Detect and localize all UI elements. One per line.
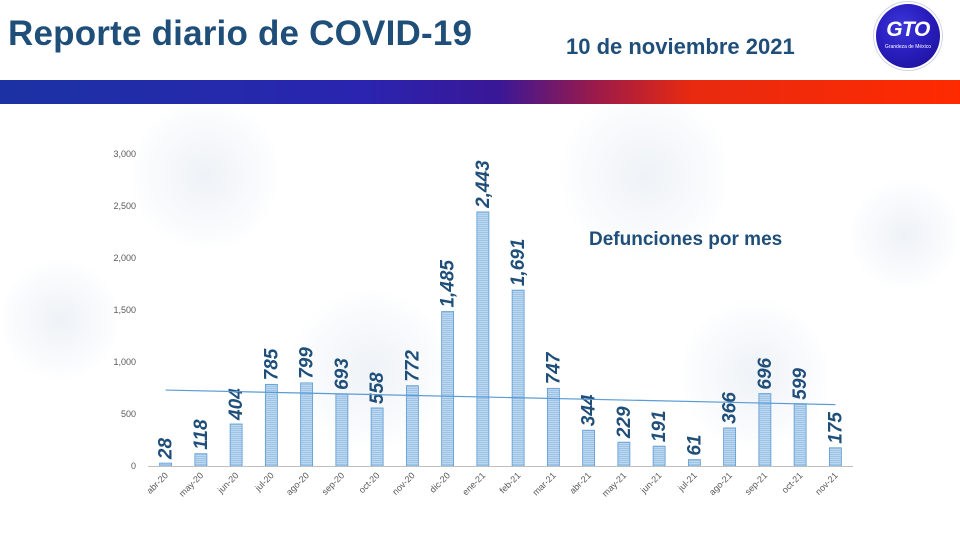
bar — [511, 289, 525, 467]
data-label: 799 — [297, 347, 318, 379]
y-tick-label: 2,500 — [113, 201, 136, 211]
trendline — [165, 389, 836, 406]
bar — [229, 423, 243, 467]
bar — [441, 311, 455, 467]
bar — [687, 459, 701, 467]
bar — [300, 382, 314, 467]
x-tick-label: sep-20 — [320, 470, 347, 497]
x-tick-label: may-21 — [600, 470, 628, 498]
bar — [476, 211, 490, 467]
data-label: 785 — [261, 348, 282, 380]
y-tick-label: 2,000 — [113, 253, 136, 263]
deaths-bar-chart: 0 500 1,000 1,500 2,000 2,500 3,000 28 118 404 78… — [113, 149, 853, 499]
header-color-band — [0, 80, 960, 104]
data-label: 28 — [156, 438, 177, 461]
y-tick-label: 0 — [131, 461, 136, 471]
bar — [723, 427, 737, 467]
data-label: 366 — [720, 392, 741, 424]
data-label: 696 — [755, 357, 776, 389]
data-label: 118 — [191, 419, 212, 450]
trendline-group — [165, 389, 836, 406]
x-tick-label: ene-21 — [460, 470, 487, 497]
x-tick-label: mar-21 — [531, 470, 558, 497]
page-title: Reporte diario de COVID-19 — [8, 14, 473, 53]
report-date: 10 de noviembre 2021 — [566, 34, 795, 59]
x-tick-label: jul-20 — [252, 470, 275, 493]
x-tick-label: nov-21 — [813, 470, 840, 497]
bar — [405, 385, 419, 467]
data-label: 2,443 — [473, 160, 494, 209]
y-tick-label: 1,500 — [113, 305, 136, 315]
x-tick-label: oct-20 — [357, 470, 382, 495]
bar — [652, 445, 666, 467]
x-tick-label: ago-20 — [284, 470, 311, 497]
data-label: 229 — [614, 406, 635, 439]
x-tick-label: ago-21 — [707, 470, 734, 497]
x-tick-label: feb-21 — [497, 470, 522, 495]
x-tick-label: sep-21 — [743, 470, 770, 497]
data-label: 344 — [579, 394, 600, 426]
data-label: 404 — [226, 388, 247, 421]
logo-subtext: Grandeza de México — [884, 44, 932, 50]
x-tick-label: may-20 — [177, 470, 205, 498]
x-axis: abr-20 may-20 jun-20 jul-20 ago-20 sep-20 oct-… — [145, 466, 853, 499]
y-tick-label: 500 — [121, 409, 136, 419]
bar-series: 28 118 404 785 799 693 558 772 1,485 2,443 1,691 74… — [156, 160, 846, 467]
bar — [617, 441, 631, 467]
bar — [828, 447, 842, 467]
x-tick-label: abr-21 — [568, 470, 593, 495]
data-label: 772 — [402, 350, 423, 382]
y-tick-label: 1,000 — [113, 357, 136, 367]
chart-title: Defunciones por mes — [589, 229, 782, 250]
bar — [370, 407, 384, 467]
y-tick-label: 3,000 — [113, 149, 136, 159]
x-tick-label: jun-21 — [638, 470, 663, 495]
bar — [582, 429, 596, 467]
bar — [194, 453, 208, 467]
bar — [546, 387, 560, 467]
data-label: 1,485 — [438, 260, 459, 308]
bar — [159, 462, 173, 467]
x-tick-label: jun-20 — [215, 470, 240, 495]
data-label: 599 — [790, 368, 811, 400]
data-label: 558 — [367, 372, 388, 404]
x-tick-label: jul-21 — [675, 470, 698, 493]
bar — [264, 383, 278, 467]
data-label: 61 — [684, 435, 705, 456]
logo-text: GTO — [886, 18, 930, 41]
bar — [758, 393, 772, 467]
x-tick-label: oct-21 — [780, 470, 805, 495]
data-label: 191 — [649, 410, 670, 442]
data-label: 693 — [332, 358, 353, 390]
y-axis: 0 500 1,000 1,500 2,000 2,500 3,000 — [113, 149, 136, 471]
data-label: 747 — [543, 351, 564, 384]
bar — [335, 393, 349, 467]
data-label: 1,691 — [508, 239, 529, 287]
x-tick-label: abr-20 — [145, 470, 170, 495]
x-tick-label: dic-20 — [428, 470, 452, 494]
x-tick-label: nov-20 — [390, 470, 417, 497]
data-label: 175 — [825, 412, 846, 444]
bar — [793, 403, 807, 467]
gto-logo: GTO Grandeza de México — [876, 4, 940, 68]
